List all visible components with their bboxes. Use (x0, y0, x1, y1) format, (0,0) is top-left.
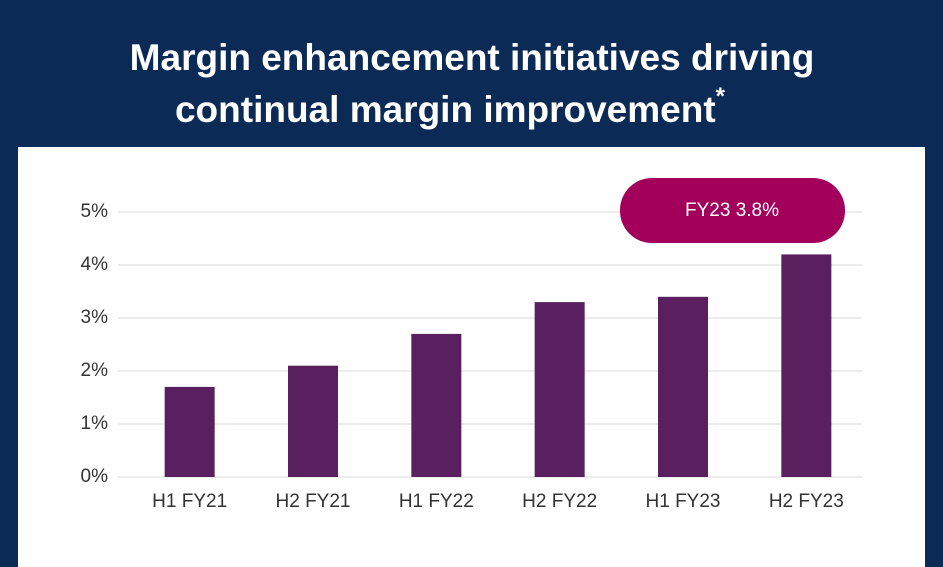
x-tick-label: H2 FY22 (522, 491, 597, 512)
annotation: FY23 3.8% (685, 200, 779, 221)
x-tick-label: H1 FY22 (399, 491, 474, 512)
y-tick-label: 2% (81, 360, 109, 381)
y-tick-label: 3% (81, 307, 109, 328)
bar (288, 365, 338, 477)
x-tick-label: H2 FY23 (769, 491, 844, 512)
chart-title: continual margin improvement (175, 89, 716, 130)
x-tick-label: H1 FY21 (152, 491, 227, 512)
bar (411, 333, 462, 477)
x-tick-label: H1 FY23 (646, 491, 721, 512)
bar (781, 254, 832, 477)
bar (658, 296, 708, 477)
x-tick-label: H2 FY21 (276, 491, 351, 512)
bar (164, 386, 215, 477)
title-note: * (716, 83, 726, 110)
bar (534, 302, 585, 477)
y-tick-label: 5% (81, 201, 109, 222)
chart-title: Margin enhancement initiatives driving (130, 37, 815, 78)
chart-title: continual margin improvement* (175, 83, 726, 129)
annotation-pill (620, 178, 845, 243)
y-tick-label: 4% (81, 254, 109, 275)
y-tick-label: 1% (81, 413, 109, 434)
y-tick-label: 0% (81, 466, 109, 487)
